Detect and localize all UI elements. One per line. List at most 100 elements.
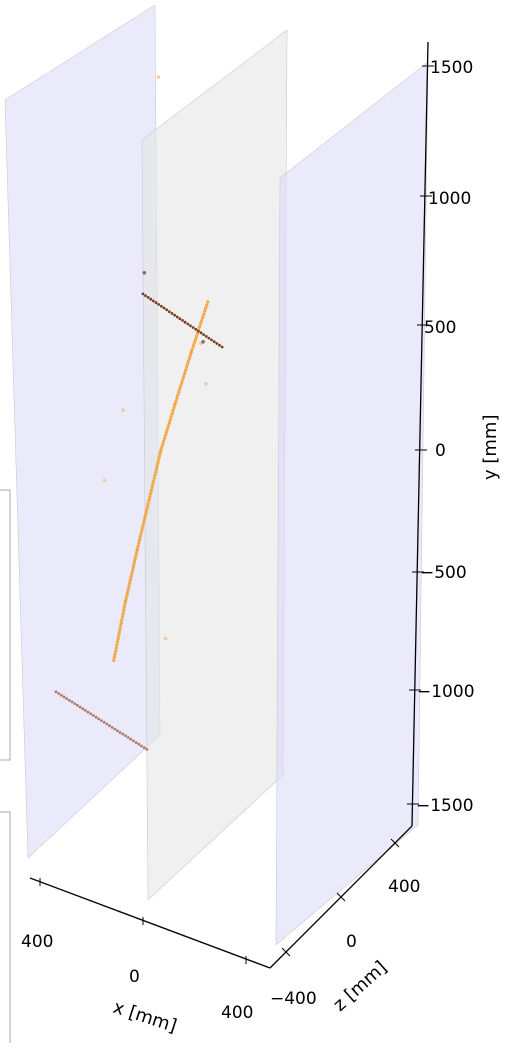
data-point bbox=[199, 331, 203, 335]
data-point bbox=[124, 596, 128, 600]
data-point bbox=[173, 402, 177, 407]
data-point bbox=[191, 344, 196, 348]
data-point bbox=[202, 333, 206, 336]
data-point bbox=[181, 375, 186, 379]
data-point bbox=[140, 529, 144, 533]
data-point bbox=[125, 593, 129, 597]
data-point bbox=[204, 335, 208, 338]
data-point bbox=[171, 408, 175, 413]
data-point bbox=[196, 329, 200, 333]
data-point bbox=[145, 748, 149, 751]
data-point bbox=[132, 562, 136, 567]
data-point bbox=[122, 605, 127, 610]
data-point bbox=[54, 690, 58, 694]
data-point bbox=[188, 353, 193, 357]
data-point bbox=[172, 405, 176, 410]
data-point bbox=[78, 705, 82, 709]
data-point bbox=[154, 301, 158, 305]
data-point bbox=[86, 710, 90, 714]
data-point bbox=[121, 612, 125, 616]
data-point bbox=[207, 336, 211, 340]
data-point bbox=[145, 504, 150, 508]
data-point bbox=[183, 368, 188, 373]
data-point bbox=[175, 396, 179, 400]
data-point bbox=[134, 741, 138, 744]
data-point bbox=[149, 489, 153, 493]
x-tick-label: 0 bbox=[129, 967, 140, 987]
data-point bbox=[193, 337, 198, 342]
data-point bbox=[140, 744, 143, 748]
data-point bbox=[182, 371, 187, 376]
y-tick-label: 1000 bbox=[428, 189, 471, 209]
data-point bbox=[94, 715, 98, 719]
planes-layer bbox=[0, 4, 429, 946]
data-point bbox=[62, 695, 66, 699]
data-point bbox=[201, 315, 205, 320]
data-point bbox=[135, 547, 139, 552]
data-point bbox=[148, 492, 153, 496]
data-point bbox=[215, 342, 219, 345]
data-point bbox=[192, 340, 197, 345]
data-point bbox=[164, 430, 169, 434]
data-point bbox=[115, 643, 119, 647]
data-point bbox=[121, 408, 125, 413]
data-point bbox=[160, 304, 163, 308]
y-tick-label: 0 bbox=[435, 441, 446, 461]
data-point bbox=[125, 590, 130, 594]
data-point bbox=[189, 350, 193, 354]
data-point bbox=[199, 319, 204, 323]
x-tick-label: 400 bbox=[21, 932, 53, 952]
x-axis-line bbox=[29, 877, 271, 969]
data-point bbox=[160, 445, 164, 450]
y-tick-label: −1500 bbox=[416, 796, 474, 816]
data-point bbox=[169, 415, 173, 419]
data-point bbox=[110, 726, 114, 729]
y-axis-line bbox=[411, 41, 429, 827]
plane-gap bbox=[0, 446, 13, 492]
data-point bbox=[75, 703, 79, 707]
data-point bbox=[142, 519, 146, 524]
data-point bbox=[156, 75, 161, 79]
data-point bbox=[159, 448, 163, 453]
data-point bbox=[59, 693, 63, 697]
data-point bbox=[65, 697, 68, 700]
data-point bbox=[190, 347, 195, 351]
data-point bbox=[144, 294, 147, 298]
data-point bbox=[142, 746, 146, 750]
data-point bbox=[118, 624, 123, 628]
data-point bbox=[198, 322, 203, 326]
data-point bbox=[181, 319, 184, 322]
data-point bbox=[132, 559, 137, 564]
data-point bbox=[153, 473, 157, 477]
data-point bbox=[142, 271, 147, 275]
data-point bbox=[112, 658, 116, 663]
data-point bbox=[114, 646, 119, 650]
data-point bbox=[178, 387, 182, 391]
data-point bbox=[187, 356, 192, 360]
legend-frame-lower bbox=[0, 811, 11, 1043]
data-point bbox=[102, 720, 106, 724]
data-point bbox=[202, 312, 206, 317]
data-point bbox=[119, 621, 123, 625]
data-point bbox=[201, 340, 205, 344]
data-point bbox=[157, 303, 161, 306]
data-point bbox=[137, 538, 142, 542]
data-point bbox=[57, 692, 60, 695]
data-point bbox=[175, 315, 179, 319]
data-point bbox=[183, 320, 187, 324]
data-point bbox=[145, 507, 149, 511]
data-point bbox=[184, 365, 189, 370]
data-point bbox=[150, 485, 154, 490]
y-axis-title: y [mm] bbox=[480, 415, 501, 481]
data-point bbox=[89, 712, 93, 716]
data-point bbox=[194, 334, 199, 339]
data-point bbox=[162, 306, 166, 310]
legend-frame-upper bbox=[0, 489, 11, 761]
data-point bbox=[158, 451, 162, 456]
data-point bbox=[133, 556, 137, 561]
data-point bbox=[163, 636, 168, 641]
data-point bbox=[165, 308, 169, 312]
data-point bbox=[120, 615, 125, 619]
z-tick bbox=[281, 947, 291, 957]
data-point bbox=[149, 297, 153, 301]
